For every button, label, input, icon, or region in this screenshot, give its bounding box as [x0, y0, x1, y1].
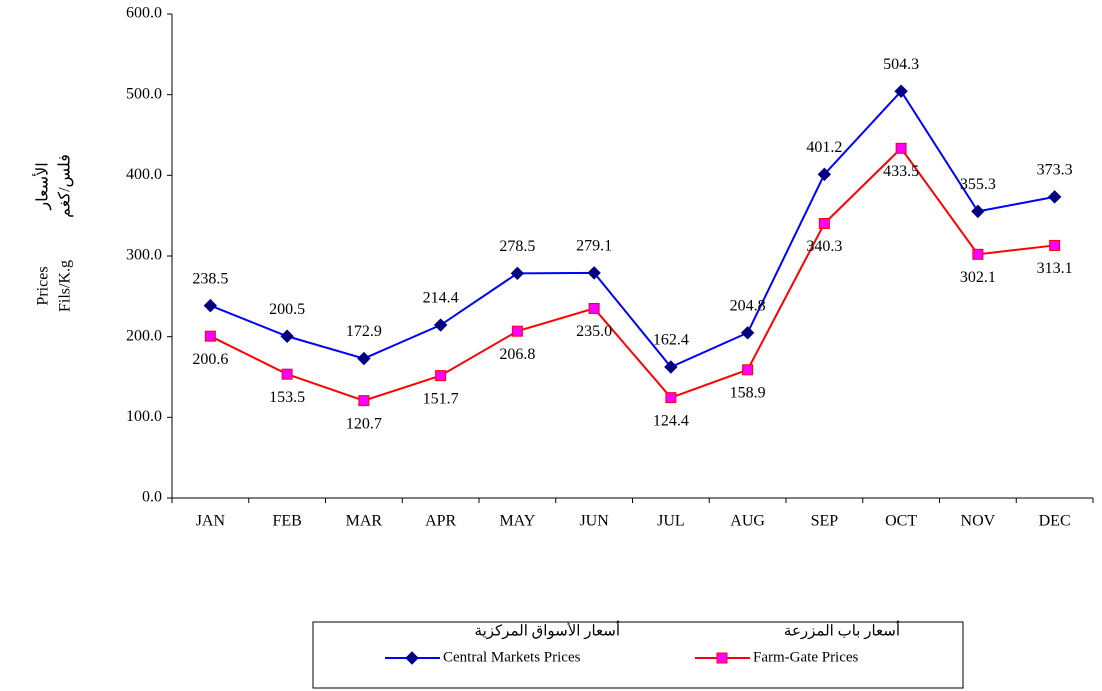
x-tick-label: JUL: [657, 513, 685, 530]
data-point: [510, 266, 525, 281]
series-line: [209, 146, 1055, 402]
data-point: [357, 351, 371, 366]
x-tick-label: JAN: [196, 513, 226, 530]
data-label: 204.8: [730, 297, 766, 314]
legend-label: Central Markets Prices: [443, 649, 581, 665]
data-label: 158.9: [730, 384, 766, 401]
data-label: 504.3: [883, 56, 919, 73]
y-tick-label: 600.0: [126, 5, 162, 22]
y-axis-label: Prices الأسعار Fils/K.g فلس/كغم: [33, 154, 74, 312]
data-point: [895, 142, 907, 154]
x-tick-label: FEB: [272, 513, 301, 530]
x-tick-label: OCT: [885, 513, 917, 530]
x-tick-label: NOV: [961, 513, 996, 530]
data-point: [894, 84, 908, 98]
legend-label-ar: أسعار الأسواق المركزية: [475, 620, 620, 639]
y-tick-label: 400.0: [126, 166, 162, 183]
y-label-ar: الأسعار: [33, 162, 52, 210]
data-label: 355.3: [960, 176, 996, 193]
data-point: [1049, 239, 1061, 251]
data-label: 279.1: [576, 238, 612, 255]
data-point: [281, 368, 293, 380]
x-tick-label: DEC: [1039, 513, 1071, 530]
data-label: 206.8: [499, 346, 535, 363]
data-label: 162.4: [653, 332, 689, 349]
x-tick-label: MAR: [346, 513, 383, 530]
legend-box: [312, 621, 964, 689]
data-point: [433, 318, 448, 332]
series-line: [210, 89, 1055, 369]
data-point: [716, 652, 728, 664]
data-point: [972, 248, 984, 260]
data-label: 151.7: [423, 390, 459, 407]
data-label: 238.5: [192, 270, 228, 287]
data-label: 235.0: [576, 323, 612, 340]
data-point: [588, 302, 600, 314]
data-point: [817, 167, 832, 182]
legend-label-ar: أسعار باب المزرعة: [784, 620, 900, 639]
data-point: [203, 298, 218, 313]
data-label: 200.6: [192, 351, 228, 368]
data-label: 401.2: [806, 139, 842, 156]
data-label: 278.5: [499, 238, 535, 255]
data-point: [511, 325, 523, 337]
y-tick-label: 0.0: [142, 489, 162, 506]
data-label: 302.1: [960, 269, 996, 286]
y-tick-label: 200.0: [126, 327, 162, 344]
data-point: [204, 330, 216, 342]
x-tick-label: APR: [425, 513, 456, 530]
y-tick-label: 300.0: [126, 247, 162, 264]
data-point: [664, 360, 678, 374]
y-label-en: Prices: [35, 266, 52, 305]
data-point: [818, 217, 830, 229]
data-point: [358, 395, 370, 407]
x-tick-label: JUN: [579, 513, 609, 530]
data-label: 340.3: [806, 238, 842, 255]
data-point: [1047, 190, 1062, 204]
x-tick-label: AUG: [730, 513, 765, 530]
data-point: [665, 392, 677, 404]
data-point: [740, 326, 755, 340]
y-label-en: Fils/K.g: [57, 260, 74, 312]
data-point: [971, 204, 985, 219]
data-point: [587, 266, 601, 280]
data-point: [742, 364, 754, 376]
data-point: [405, 651, 419, 665]
data-label: 153.5: [269, 389, 305, 406]
data-label: 214.4: [423, 290, 459, 307]
data-point: [280, 329, 294, 343]
legend-label: Farm-Gate Prices: [753, 649, 859, 665]
x-tick-label: SEP: [811, 513, 839, 530]
data-point: [435, 370, 447, 382]
data-label: 200.5: [269, 301, 305, 318]
y-label-ar: فلس/كغم: [57, 154, 74, 218]
data-label: 124.4: [653, 412, 689, 429]
data-label: 172.9: [346, 323, 382, 340]
data-label: 313.1: [1037, 260, 1073, 277]
data-label: 120.7: [346, 415, 382, 432]
data-label: 433.5: [883, 163, 919, 180]
x-tick-label: MAY: [499, 513, 535, 530]
y-tick-label: 500.0: [126, 85, 162, 102]
y-tick-label: 100.0: [126, 408, 162, 425]
data-label: 373.3: [1037, 162, 1073, 179]
